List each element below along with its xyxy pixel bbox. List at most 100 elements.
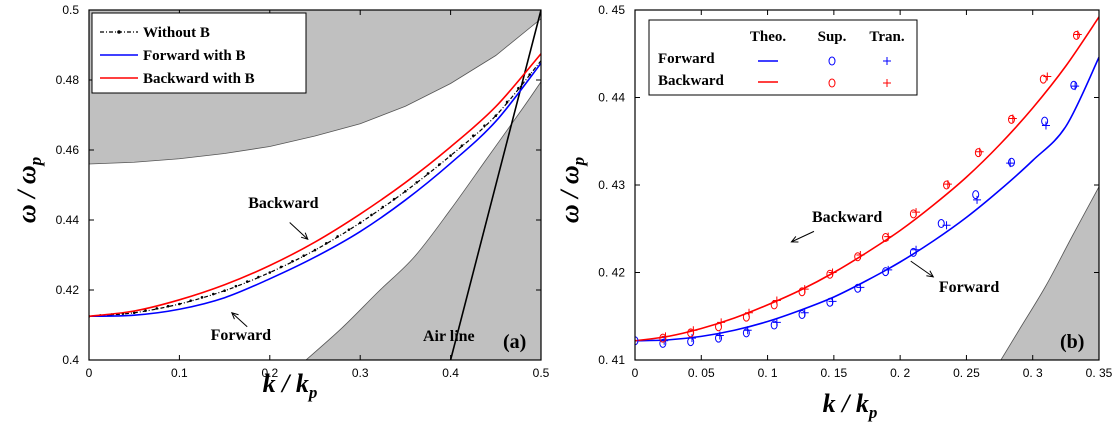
y-axis-label-b: ω / ωp [555,157,588,223]
y-tick-label-b-4: 0. 45 [598,3,625,17]
x-axis-label-b-sub: p [867,403,878,422]
series-marker-a-without-b [415,181,419,184]
series-marker-a-without-b [144,309,147,312]
series-marker-a-without-b [460,144,464,147]
series-line-b-forward-theo [635,56,1099,342]
series-marker-a-without-b [528,73,531,76]
point-b-backward-sup-10 [943,180,951,190]
chart-panel-b: 0 0. 05 0. 1 0. 15 0. 2 0. 25 0. 3 0. 35 0. 41 0.… [555,3,1113,422]
plot-frame-a [88,9,542,361]
ticks-a: 0 0.1 0.2 0.3 0.4 0.5 0.4 0.42 0.44 0.46 0.48 0.5 [56,3,550,380]
point-b-backward-tran-0 [661,332,670,341]
series-marker-a-without-b [404,190,407,193]
y-axis-label-a-main: ω / ω [12,165,41,223]
annotation-arrow-a-1 [231,312,248,328]
series-marker-a-without-b [223,289,226,293]
y-axis-label-b-main: ω / ω [555,165,584,223]
series-marker-a-without-b [392,197,396,201]
point-b-forward-sup-11 [937,219,945,228]
point-b-forward-tran-4 [772,318,781,327]
series-marker-a-without-b [268,271,272,274]
point-b-backward-tran-7 [856,251,865,259]
point-b-forward-sup-13 [1008,157,1016,167]
x-tick-label-b-6: 0. 3 [1023,366,1043,380]
series-line-a-forward-with-b [89,62,541,318]
annotation-b-forward: Forward [939,279,1000,296]
series-a [89,53,541,318]
series-marker-a-without-b [505,100,509,104]
x-tick-label-a-0: 0 [86,366,93,380]
panel-label-a: (a) [503,331,526,353]
series-marker-a-without-b [291,260,294,263]
point-b-forward-tran-5 [800,308,809,317]
point-b-backward-tran-4 [772,296,781,305]
point-b-forward-sup-6 [798,310,806,319]
shaded-region-b-0 [1000,186,1099,360]
shaded-regions-b [1000,186,1099,360]
series-marker-a-without-b [155,307,159,310]
legend-b-tran-forward [883,57,891,65]
point-b-backward-tran-10 [943,180,952,189]
y-tick-label-a-0: 0.4 [62,353,79,367]
series-marker-a-without-b [494,114,498,117]
annotation-arrow-b-1 [910,260,934,278]
legend-b: Theo. Sup. Tran. Forward Backward [648,19,918,96]
legend-b-col-sup: Sup. [818,29,847,45]
point-b-backward-tran-6 [828,268,837,277]
point-b-backward-tran-12 [1008,114,1017,123]
point-b-backward-sup-11 [974,148,982,158]
legend-a-marker-without-b [117,30,121,34]
annotation-arrow-a-0 [289,222,309,240]
x-tick-label-b-5: 0. 25 [953,366,980,380]
y-axis-label-a: ω / ωp [12,157,45,223]
series-marker-a-without-b [325,241,328,245]
series-marker-a-without-b [370,213,373,217]
point-b-forward-sup-12 [972,190,980,200]
annotations-b: Backward Forward [790,209,1000,296]
point-b-backward-tran-5 [800,285,809,294]
legend-box-b [648,19,918,96]
point-b-forward-tran-8 [884,265,893,274]
series-marker-a-without-b [358,221,362,225]
annotation-a-forward: Forward [211,327,272,344]
annotations-a: Backward Forward Air line [211,195,475,345]
series-line-a-backward-with-b [89,53,541,318]
series-marker-a-without-b [381,205,385,209]
series-marker-a-without-b [279,265,283,269]
point-b-backward-tran-9 [912,208,921,217]
point-b-backward-sup-9 [909,209,917,219]
point-b-forward-sup-3 [715,333,723,343]
x-axis-label-a: k / kp [263,369,318,402]
point-b-forward-sup-14 [1041,116,1049,126]
series-marker-a-without-b [471,134,475,137]
legend-box-a [91,12,307,94]
ticks-b: 0 0. 05 0. 1 0. 15 0. 2 0. 25 0. 3 0. 35 0. 41 0.… [598,3,1112,380]
legend-b-sup-backward [828,78,836,88]
point-b-forward-tran-3 [743,326,752,335]
point-b-backward-sup-12 [1008,114,1016,124]
point-b-backward-sup-14 [1072,30,1080,40]
series-marker-a-without-b [257,275,260,279]
series-marker-a-without-b [245,280,249,283]
x-axis-label-a-sub: p [307,383,318,402]
point-b-backward-sup-13 [1039,74,1047,84]
point-b-backward-tran-1 [689,326,698,335]
y-tick-label-b-3: 0. 44 [598,91,625,105]
point-b-backward-tran-13 [1043,72,1052,81]
point-b-forward-tran-6 [828,297,837,306]
x-axis-label-b: k / kp [823,389,878,422]
series-marker-a-without-b [336,235,339,238]
point-b-backward-tran-3 [745,308,754,317]
point-b-forward-sup-4 [742,328,750,338]
y-tick-label-b-2: 0. 43 [598,178,625,192]
legend-b-tran-backward [883,79,891,87]
series-line-b-backward-theo [635,16,1099,342]
x-tick-label-b-4: 0. 2 [890,366,910,380]
x-tick-label-b-2: 0. 1 [758,366,778,380]
series-marker-a-without-b [347,228,351,231]
series-marker-a-without-b [483,124,486,127]
point-b-forward-tran-7 [856,283,865,292]
annotation-arrowhead-a-1 [230,311,239,320]
legend-b-row-backward: Backward [658,73,724,89]
